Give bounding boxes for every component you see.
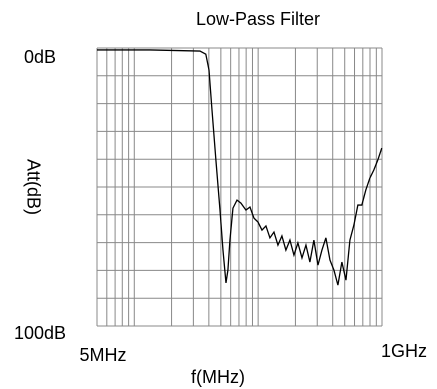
y-tick-label: 100dB <box>14 323 66 343</box>
y-tick-label: 0dB <box>24 47 56 67</box>
chart-title: Low-Pass Filter <box>196 9 320 29</box>
x-axis-label: f(MHz) <box>191 367 245 387</box>
y-axis-label: Att(dB) <box>23 159 43 215</box>
data-line <box>97 49 383 286</box>
x-tick-label: 1GHz <box>381 341 427 361</box>
x-tick-label: 5MHz <box>79 345 126 365</box>
